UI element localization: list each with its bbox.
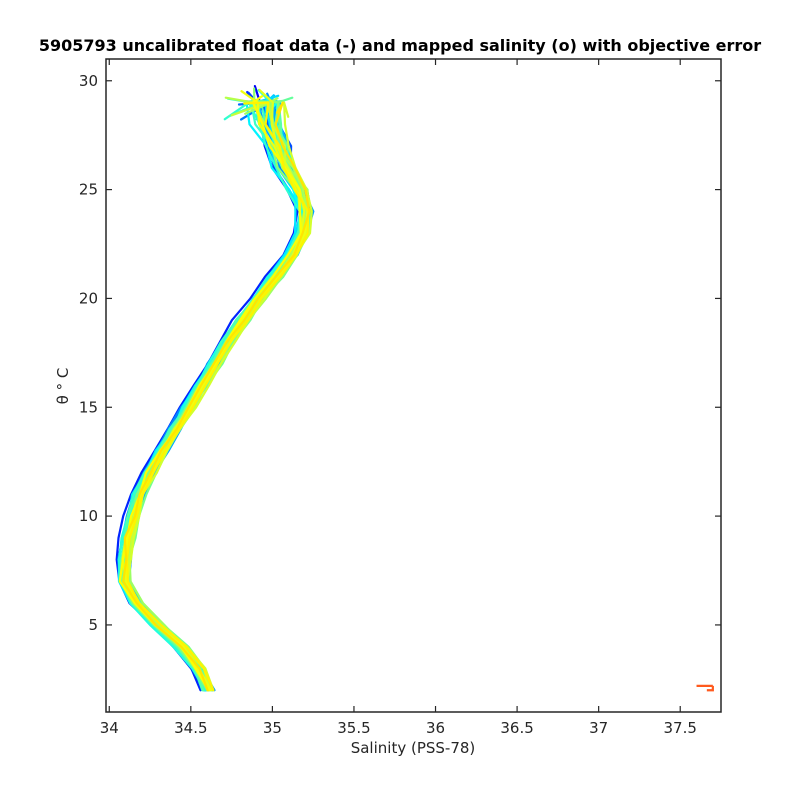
x-tick-label: 35.5 — [337, 719, 370, 737]
x-tick-label: 37 — [589, 719, 608, 737]
y-tick-label: 30 — [79, 72, 98, 90]
x-tick-label: 35 — [263, 719, 282, 737]
mapped-salinity — [696, 684, 714, 692]
x-tick-label: 37.5 — [664, 719, 697, 737]
y-axis: 5 10 15 20 25 30 — [79, 72, 721, 634]
profile-line — [122, 101, 311, 692]
x-tick-label: 34 — [100, 719, 119, 737]
y-tick-label: 10 — [79, 507, 98, 525]
plot-frame — [105, 58, 722, 713]
chart-title: 5905793 uncalibrated float data (-) and … — [39, 36, 761, 55]
profile-line — [125, 101, 310, 692]
y-tick-label: 5 — [88, 616, 98, 634]
x-tick-label: 36 — [426, 719, 445, 737]
x-axis-label: Salinity (PSS-78) — [351, 739, 476, 757]
y-tick-label: 20 — [79, 289, 98, 307]
y-tick-label: 15 — [79, 398, 98, 416]
profile-lines — [115, 84, 315, 692]
y-tick-label: 25 — [79, 181, 98, 199]
x-tick-label: 34.5 — [174, 719, 207, 737]
profile-line — [118, 95, 303, 692]
x-axis: 34 34.5 35 35.5 36 36.5 37 37.5 — [100, 59, 697, 737]
x-tick-label: 36.5 — [500, 719, 533, 737]
mapped-salinity-error-mark — [696, 684, 714, 692]
y-axis-label: θ ° C — [54, 368, 72, 405]
